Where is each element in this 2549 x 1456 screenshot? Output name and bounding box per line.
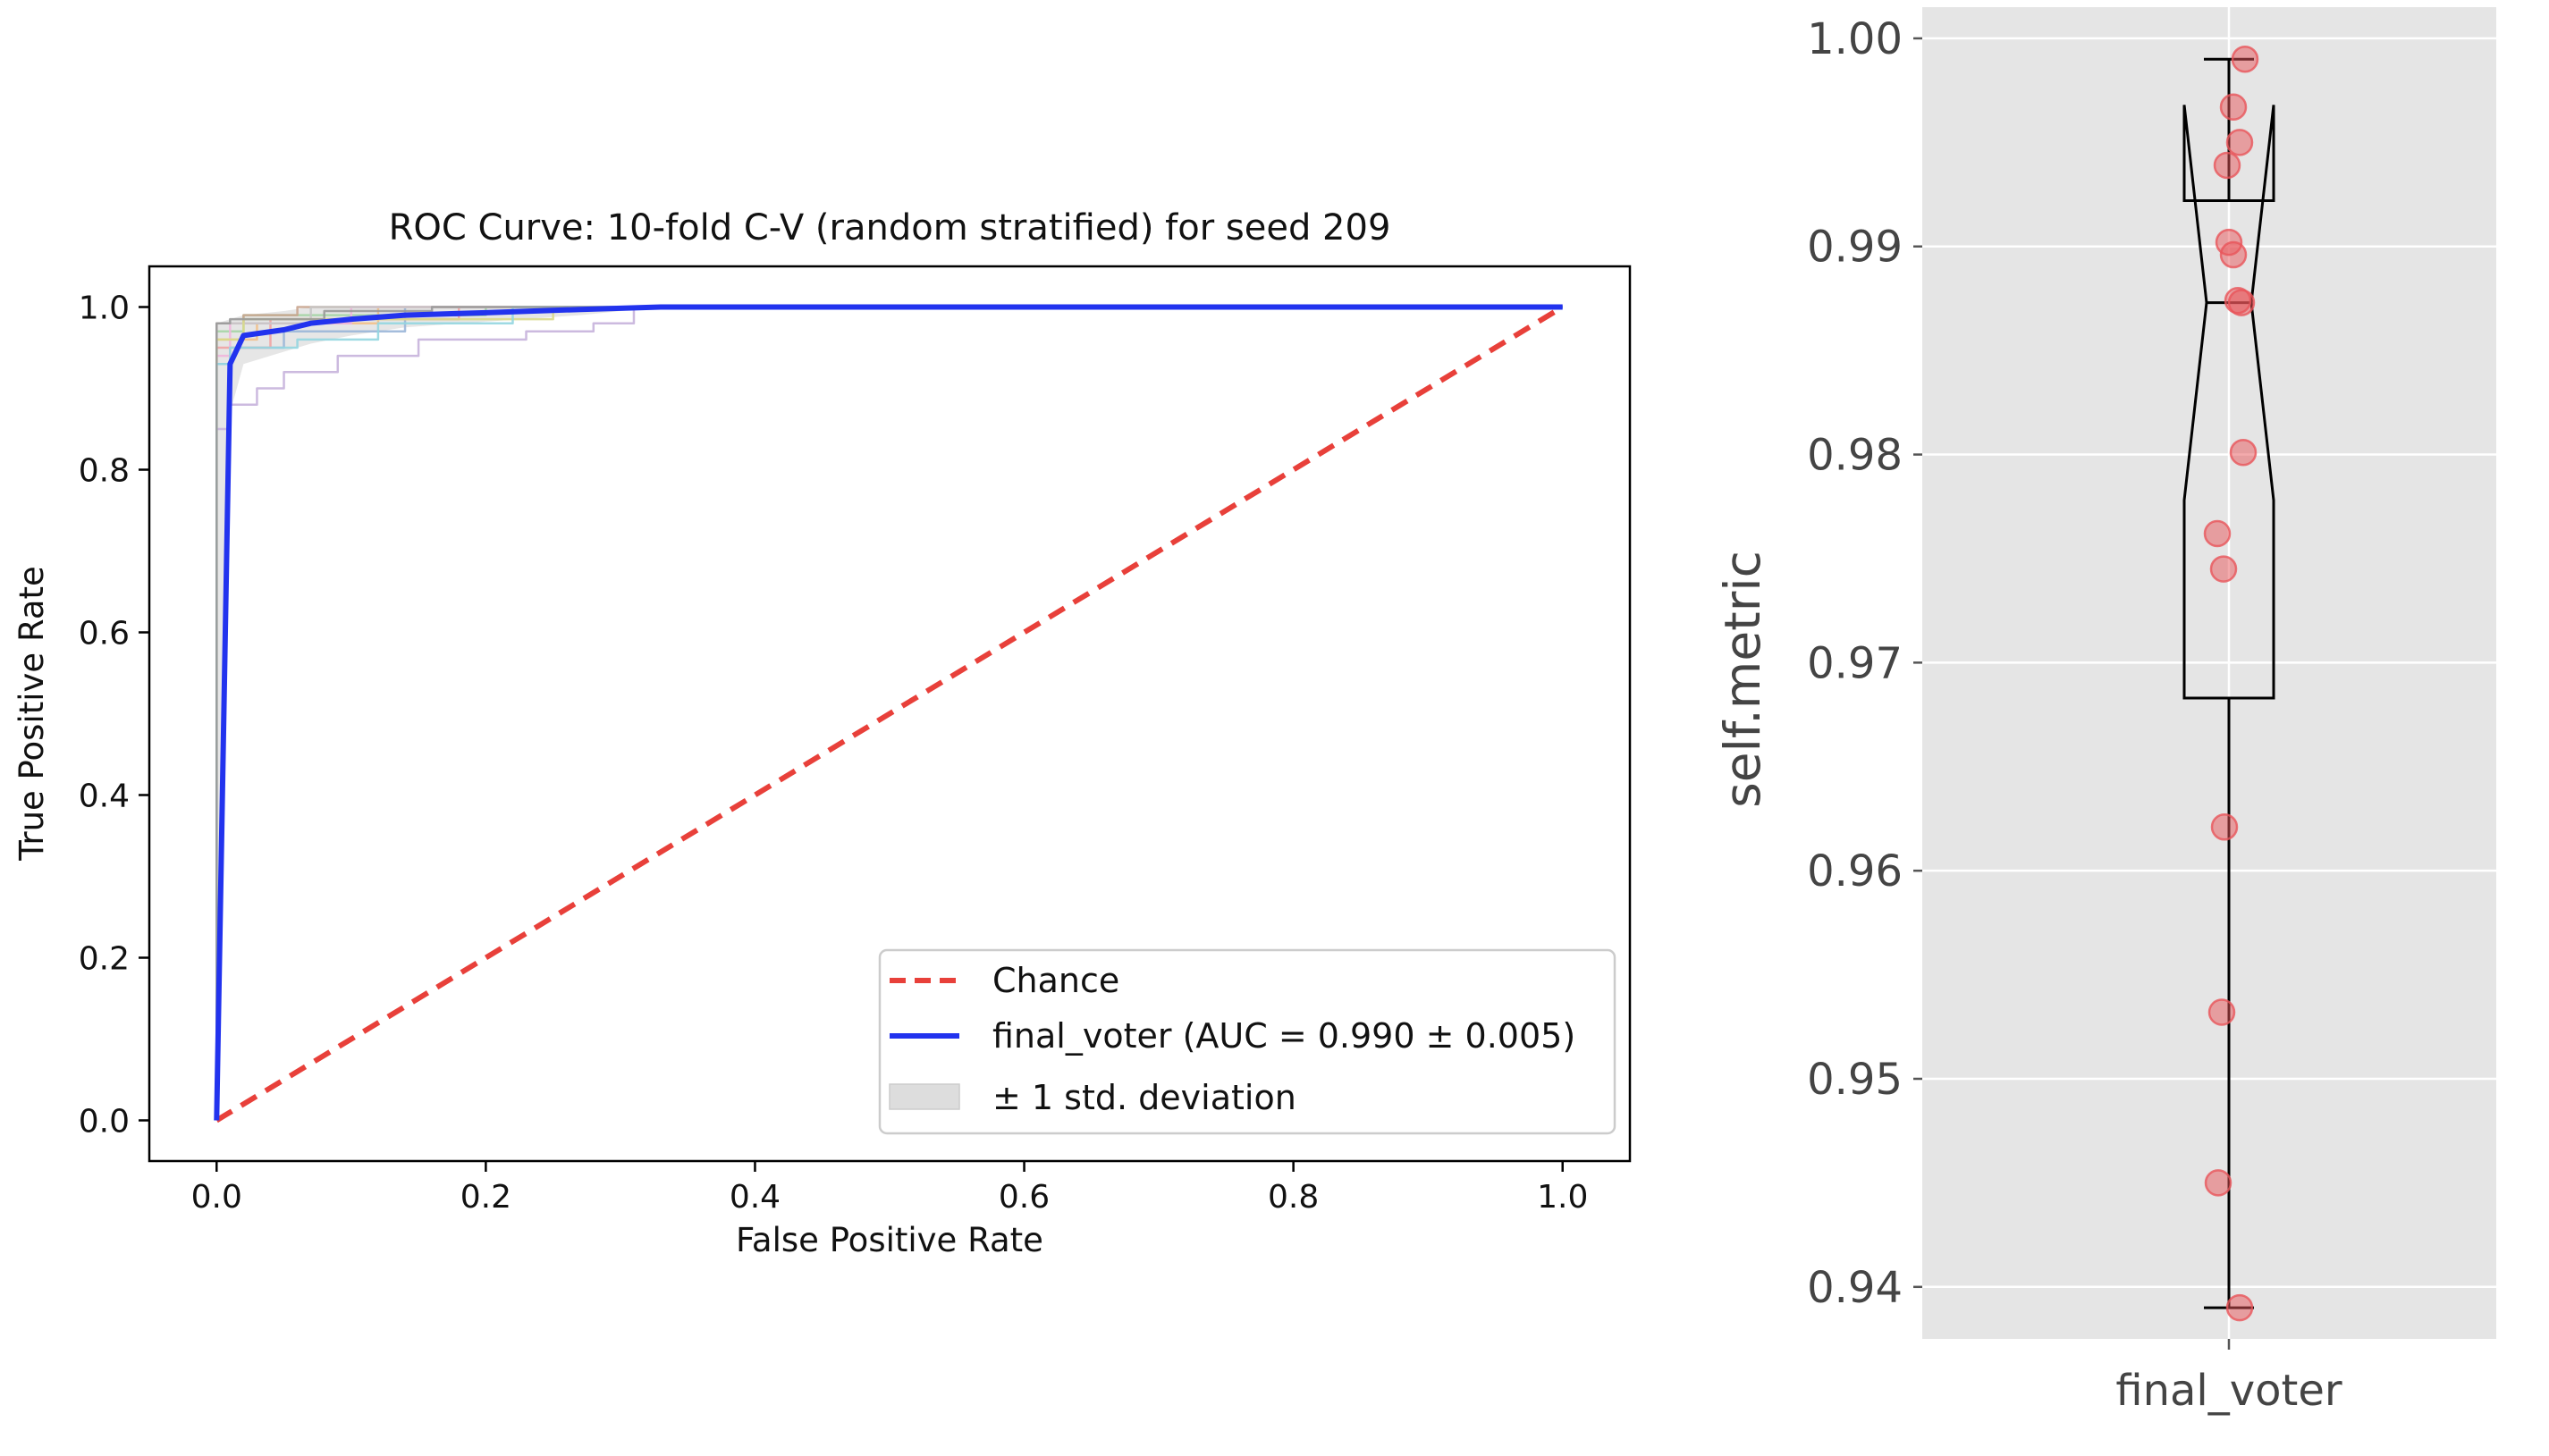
box-x-tick-label: final_voter [2115,1366,2342,1416]
roc-plot-frame [148,265,1632,1163]
roc-chart: ROC Curve: 10-fold C-V (random stratifie… [13,207,1632,1259]
roc-y-tick-label: 0.4 [79,778,130,815]
data-point [2213,151,2241,180]
box-y-tick-label: 1.00 [1807,14,1903,64]
roc-x-tick-label: 0.6 [999,1179,1050,1216]
roc-y-tick-label: 0.8 [79,453,130,490]
legend-std-swatch [889,1083,960,1110]
data-point [2207,998,2236,1026]
fold-roc-line-10 [215,306,1563,1121]
roc-x-tick-label: 0.0 [191,1179,242,1216]
box-y-tick-label: 0.98 [1807,431,1903,481]
data-point [2204,1169,2232,1197]
roc-y-tick-label: 1.0 [79,290,130,327]
box-y-tick-label: 0.95 [1807,1055,1903,1105]
final-voter-mean-roc-line [214,304,1563,1121]
data-point [2227,289,2256,316]
legend-chance-label: Chance [992,961,1119,1000]
box-y-tick-label: 0.97 [1807,638,1903,688]
box-y-tick-label: 0.96 [1807,846,1903,896]
roc-legend: Chance final_voter (AUC = 0.990 ± 0.005)… [878,948,1616,1135]
box-y-tick-label: 0.94 [1807,1263,1903,1313]
roc-title: ROC Curve: 10-fold C-V (random stratifie… [389,207,1391,248]
data-point [2210,813,2239,841]
data-point [2225,1293,2254,1322]
data-point [2209,555,2238,583]
data-point [2225,129,2254,156]
box-chart: 0.94 0.95 0.96 0.97 0.98 0.99 1.00 final_voter… [1714,7,2496,1416]
data-point [2229,438,2258,467]
fold-roc-line-11 [215,306,1563,1121]
notched-box [2182,105,2275,700]
data-point [2231,45,2259,73]
chance-line [215,304,1565,1124]
roc-x-tick-label: 0.8 [1268,1179,1319,1216]
box-plot-area [1922,7,2496,1339]
roc-y-tick-label: 0.6 [79,616,130,652]
legend-final-voter-label: final_voter (AUC = 0.990 ± 0.005) [992,1016,1575,1056]
data-point [2219,240,2248,269]
roc-x-tick-label: 1.0 [1537,1179,1588,1216]
roc-legend-box [878,948,1616,1135]
data-point [2203,519,2232,548]
roc-x-tick-label: 0.4 [730,1179,781,1216]
roc-x-tick-label: 0.2 [460,1179,511,1216]
data-point [2219,93,2248,121]
roc-xlabel: False Positive Rate [736,1221,1043,1259]
box-ylabel: self.metric [1714,551,1771,808]
roc-y-tick-label: 0.2 [79,941,130,978]
box-y-tick-label: 0.99 [1807,223,1903,273]
legend-std-label: ± 1 std. deviation [992,1078,1296,1117]
roc-ylabel: True Positive Rate [13,566,51,862]
roc-y-tick-label: 0.0 [79,1104,130,1140]
